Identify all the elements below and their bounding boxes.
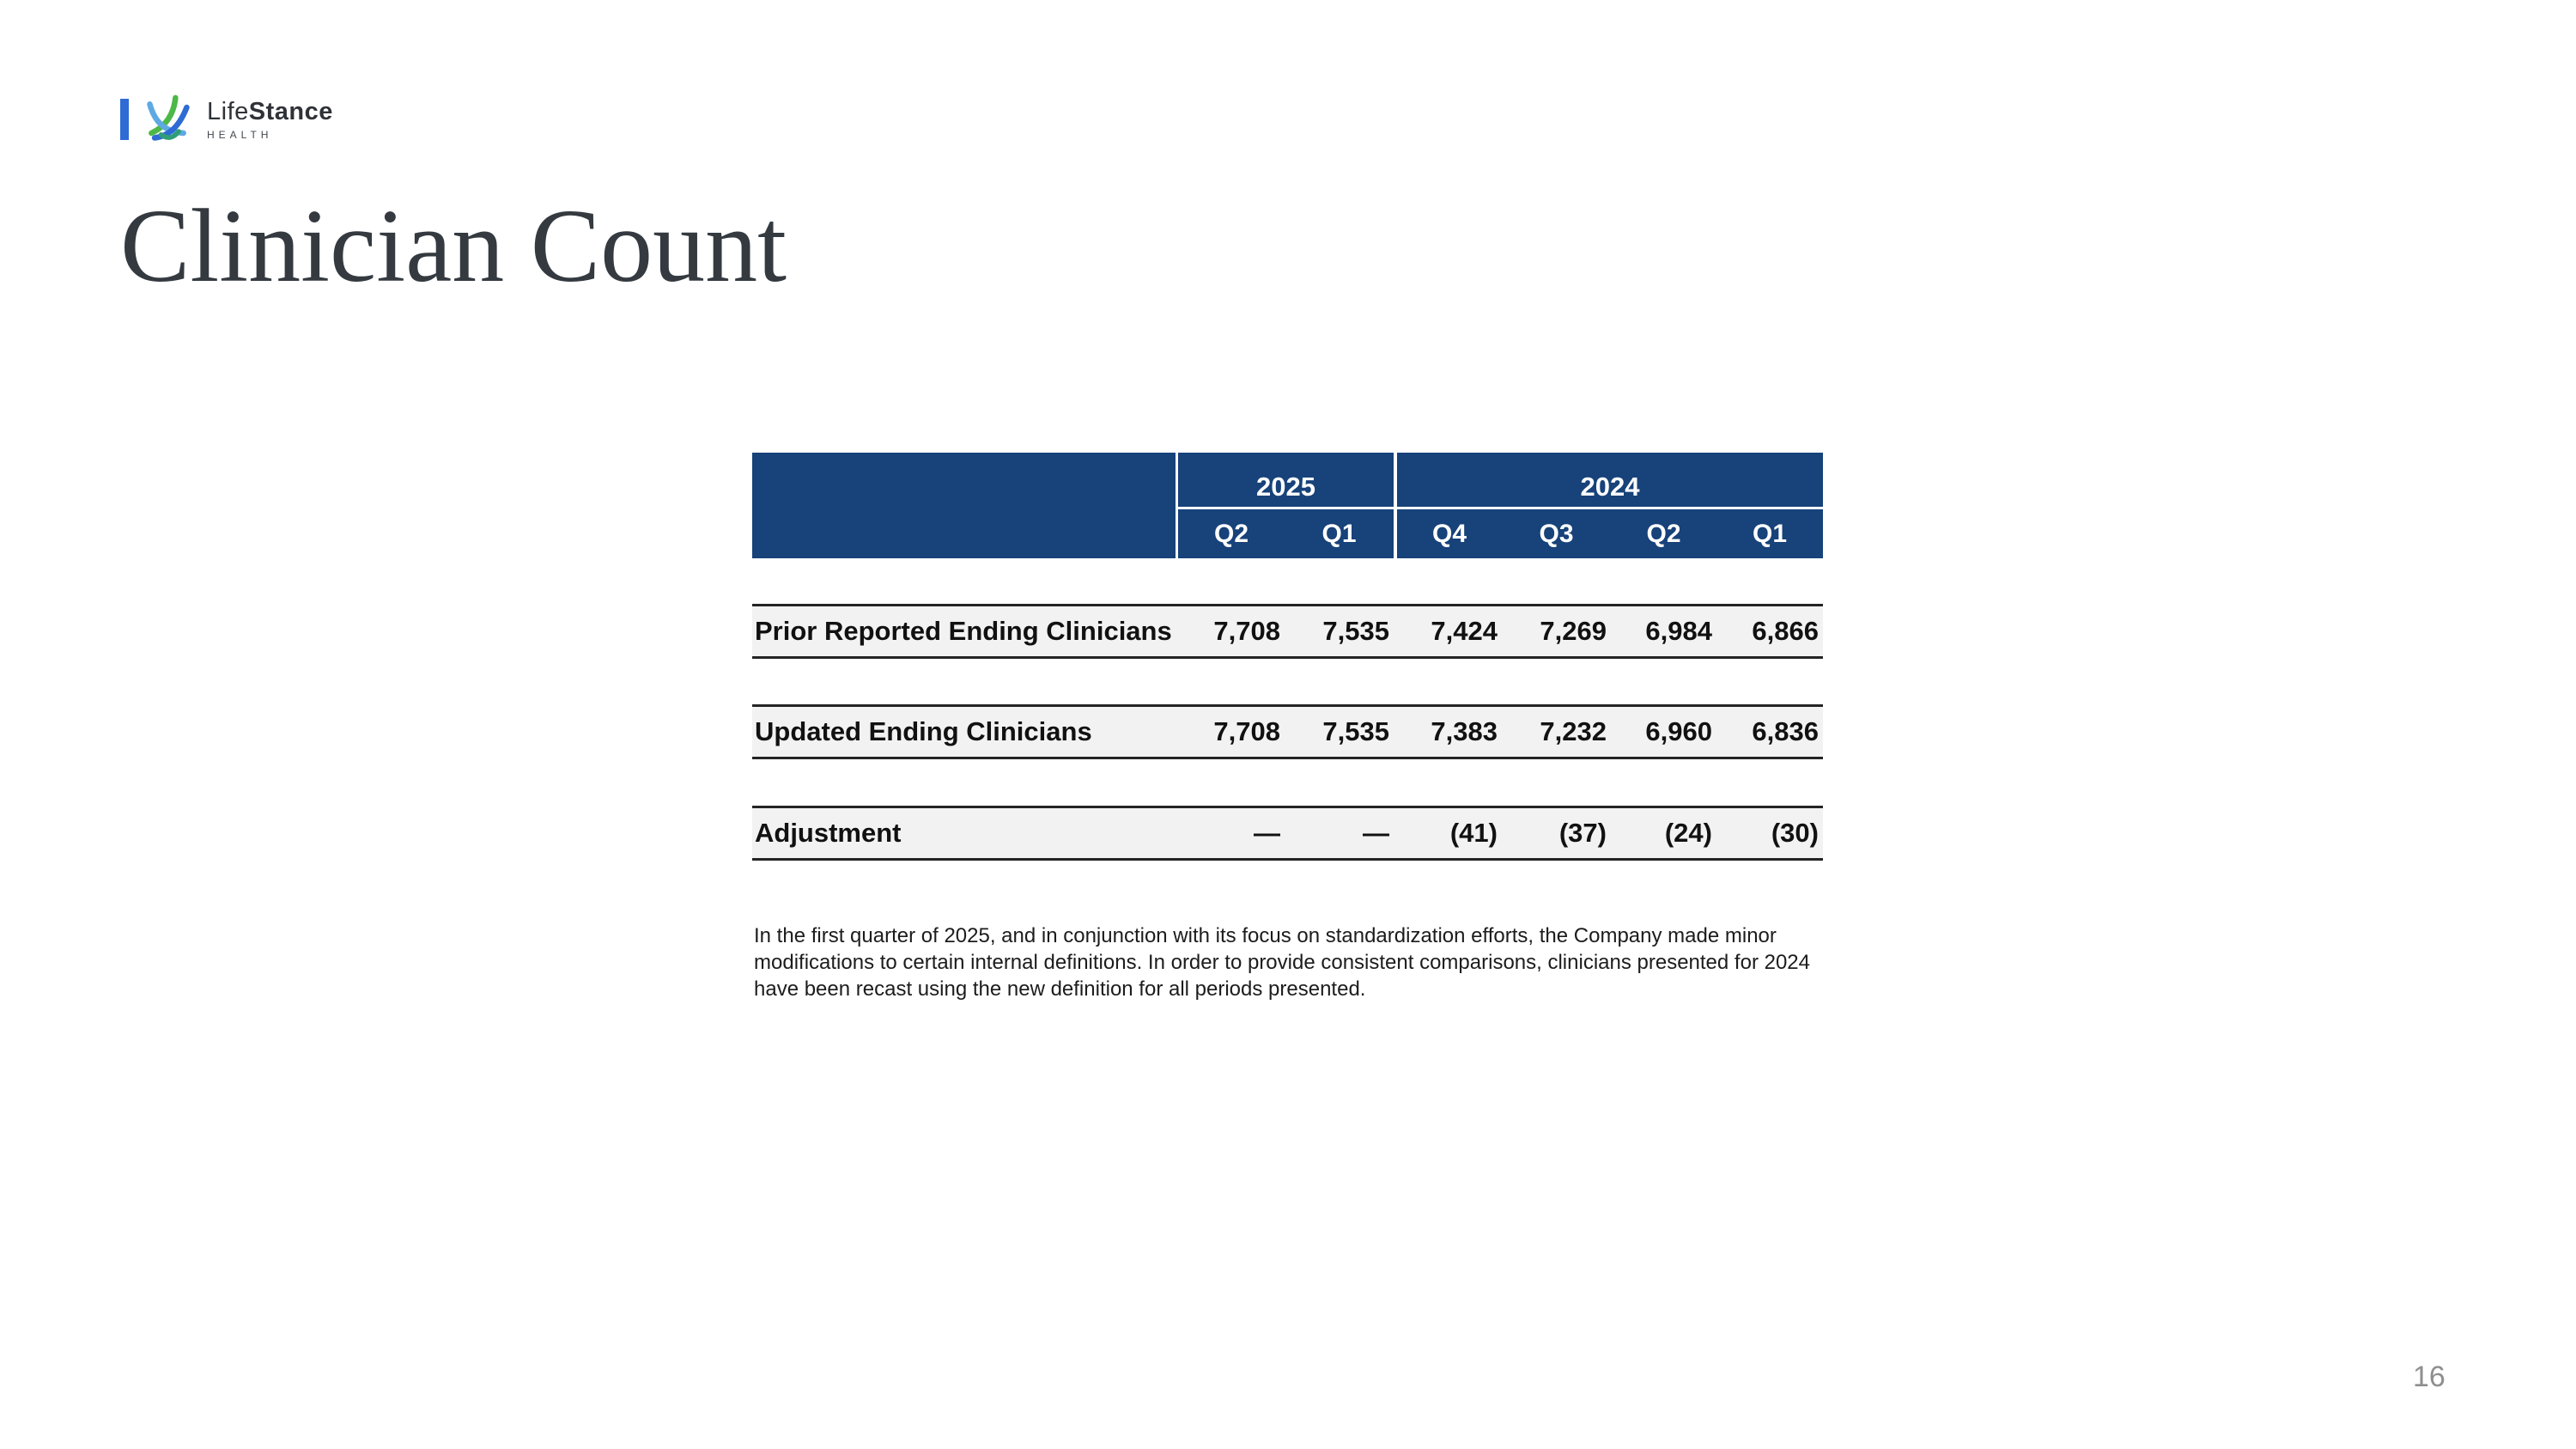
cell-value: 6,960	[1645, 716, 1712, 746]
table-row-adjustment: Adjustment — — (41) (37) (24) (30)	[752, 806, 1823, 861]
footnote-line: modifications to certain internal defini…	[754, 951, 1810, 974]
footnote-line: In the first quarter of 2025, and in con…	[754, 924, 1777, 947]
cell-value: (37)	[1558, 818, 1607, 848]
logo-text: LifeStance HEALTH	[207, 100, 333, 141]
footnote: In the first quarter of 2025, and in con…	[754, 922, 1810, 1002]
cell-value: 6,984	[1645, 616, 1712, 646]
cell-value: 6,836	[1752, 716, 1819, 746]
cell-value: (41)	[1449, 818, 1498, 848]
lifestance-logo-icon	[147, 94, 190, 141]
quarter-header-2024-q3: Q3	[1502, 509, 1611, 558]
cell-value: 6,866	[1752, 616, 1819, 646]
row-label: Updated Ending Clinicians	[755, 716, 1092, 746]
quarter-header-2025-q1: Q1	[1285, 509, 1394, 558]
cell-value: 7,708	[1213, 716, 1280, 746]
cell-value: —	[1363, 818, 1389, 848]
cell-value: 7,383	[1431, 716, 1498, 746]
brand-subtitle: HEALTH	[207, 129, 273, 141]
footnote-line: have been recast using the new definitio…	[754, 977, 1366, 1001]
cell-value: 7,708	[1213, 616, 1280, 646]
quarter-header-2024-q1: Q1	[1716, 509, 1823, 558]
cell-value: 7,424	[1431, 616, 1498, 646]
quarter-header-2025-q2: Q2	[1178, 509, 1285, 558]
page-title: Clinician Count	[120, 188, 787, 304]
quarter-header-2024-q2: Q2	[1611, 509, 1716, 558]
cell-value: 7,232	[1540, 716, 1607, 746]
brand-name: LifeStance	[207, 100, 333, 125]
row-label: Prior Reported Ending Clinicians	[755, 616, 1172, 646]
brand-life: Life	[207, 98, 249, 125]
row-label: Adjustment	[755, 818, 902, 848]
cell-value: 7,269	[1540, 616, 1607, 646]
brand-stance: Stance	[248, 98, 333, 125]
table-row-prior-reported: Prior Reported Ending Clinicians 7,708 7…	[752, 604, 1823, 659]
page-number: 16	[2413, 1361, 2445, 1393]
cell-value: 7,535	[1322, 616, 1389, 646]
cell-value: 7,535	[1322, 716, 1389, 746]
cell-value: (30)	[1771, 818, 1819, 848]
cell-value: (24)	[1664, 818, 1712, 848]
quarter-header-2024-q4: Q4	[1397, 509, 1502, 558]
table-header: 2025 2024 Q2 Q1 Q4 Q3 Q2 Q1	[752, 453, 1823, 558]
cell-value: —	[1254, 818, 1280, 848]
year-group-2024: 2024	[1397, 453, 1823, 507]
table-header-empty-cell	[752, 453, 1176, 558]
logo: LifeStance HEALTH	[120, 91, 333, 146]
logo-accent-bar	[120, 99, 129, 140]
year-group-2025: 2025	[1178, 453, 1394, 507]
table-row-updated: Updated Ending Clinicians 7,708 7,535 7,…	[752, 704, 1823, 759]
